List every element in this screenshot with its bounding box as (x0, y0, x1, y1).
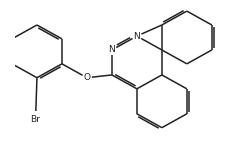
Text: O: O (83, 73, 91, 82)
Text: N: N (134, 32, 140, 41)
Text: Br: Br (31, 115, 41, 124)
Text: N: N (108, 45, 115, 54)
